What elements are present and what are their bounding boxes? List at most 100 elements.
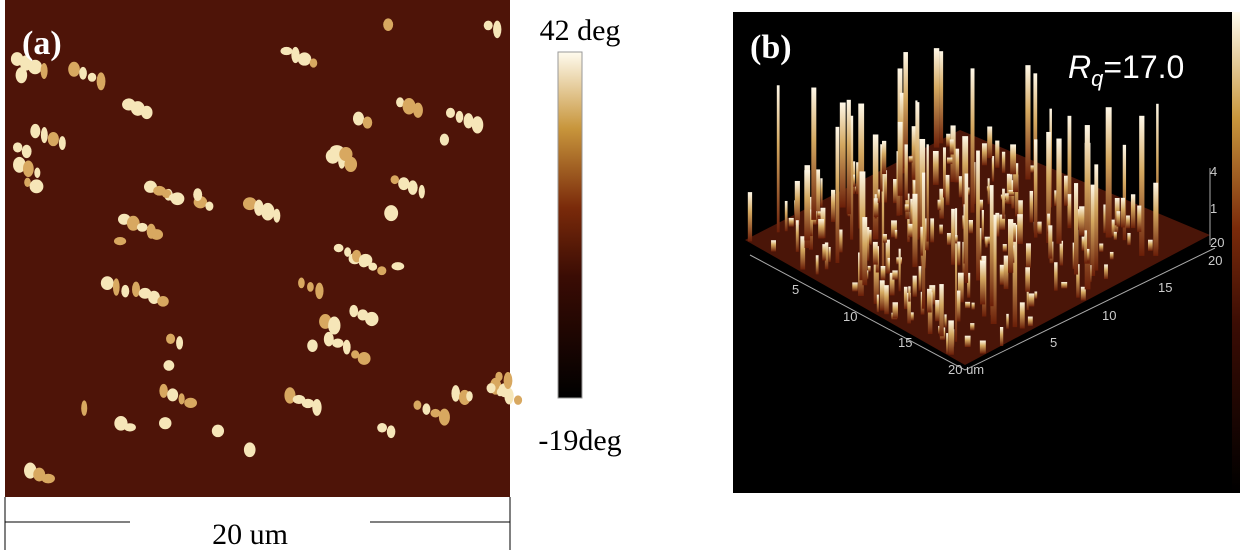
decoration — [824, 242, 829, 270]
decoration — [193, 188, 203, 201]
decoration — [1054, 190, 1057, 206]
y-tick-label: 20 — [1208, 253, 1222, 268]
decoration — [968, 219, 973, 234]
decoration — [892, 302, 898, 319]
decoration — [873, 251, 879, 304]
decoration — [1067, 194, 1072, 227]
decoration — [944, 314, 947, 328]
decoration — [495, 371, 503, 382]
decoration — [955, 235, 958, 244]
decoration — [1033, 73, 1038, 196]
decoration — [148, 290, 160, 304]
decoration — [981, 143, 987, 166]
roughness-symbol: R — [1068, 49, 1091, 85]
decoration — [157, 295, 169, 307]
decoration — [1109, 251, 1114, 260]
decoration — [357, 351, 371, 365]
decoration — [872, 241, 878, 265]
decoration — [862, 217, 868, 286]
decoration — [1090, 184, 1096, 277]
decoration — [273, 208, 281, 223]
decoration — [817, 211, 821, 217]
decoration — [167, 388, 179, 402]
decoration — [908, 156, 913, 163]
decoration — [1006, 313, 1009, 329]
x-tick-label: 10 — [843, 309, 857, 324]
decoration — [912, 193, 918, 268]
colorbar — [1232, 12, 1240, 493]
z-tick-label: 20 — [1210, 235, 1224, 250]
decoration — [309, 58, 318, 68]
decoration — [1148, 239, 1153, 251]
decoration — [466, 391, 473, 402]
decoration — [1137, 205, 1142, 232]
decoration — [1017, 214, 1023, 244]
decoration — [1025, 243, 1031, 268]
decoration — [990, 214, 997, 324]
decoration — [402, 98, 416, 115]
decoration — [332, 338, 344, 348]
decoration — [937, 199, 941, 211]
decoration — [176, 336, 184, 350]
decoration — [1059, 240, 1064, 266]
decoration — [956, 290, 961, 322]
decoration — [68, 61, 80, 77]
decoration — [150, 229, 164, 240]
x-tick-label: 5 — [792, 282, 799, 297]
decoration — [939, 51, 944, 144]
decoration — [1153, 182, 1159, 256]
decoration — [141, 105, 153, 120]
decoration — [811, 87, 817, 220]
panel-label: (a) — [22, 25, 62, 62]
decoration — [1006, 173, 1013, 205]
decoration — [136, 222, 148, 232]
decoration — [927, 292, 933, 335]
decoration — [967, 272, 971, 298]
decoration — [884, 285, 889, 315]
decoration — [1029, 165, 1034, 173]
decoration — [1084, 230, 1087, 264]
decoration — [776, 85, 780, 233]
decoration — [1027, 316, 1033, 327]
decoration — [297, 52, 312, 66]
decoration — [1056, 138, 1062, 244]
decoration — [912, 275, 917, 297]
decoration — [40, 63, 48, 79]
decoration — [390, 175, 399, 185]
decoration — [87, 72, 97, 82]
decoration — [1127, 232, 1131, 246]
decoration — [887, 257, 890, 273]
decoration — [301, 398, 315, 409]
decoration — [976, 150, 980, 281]
decoration — [483, 20, 493, 31]
decoration — [891, 220, 897, 238]
decoration — [514, 395, 523, 405]
decoration — [168, 193, 183, 202]
decoration — [178, 393, 185, 405]
decoration — [391, 262, 405, 271]
decoration — [362, 116, 373, 129]
decoration — [939, 188, 944, 219]
decoration — [920, 226, 923, 256]
decoration — [323, 331, 334, 347]
decoration — [1034, 139, 1038, 238]
decoration — [1094, 164, 1099, 271]
roughness: Rq=17.0 — [1068, 49, 1184, 91]
decoration — [904, 204, 909, 212]
peaks — [747, 48, 1159, 355]
decoration — [852, 282, 858, 292]
decoration — [1061, 281, 1068, 289]
decoration — [876, 294, 879, 313]
decoration — [788, 217, 794, 227]
decoration — [47, 131, 59, 147]
decoration — [126, 215, 140, 231]
decoration — [166, 333, 176, 345]
decoration — [795, 220, 799, 252]
decoration — [893, 179, 897, 204]
decoration — [242, 197, 257, 211]
decoration — [184, 397, 198, 408]
decoration — [1103, 204, 1106, 234]
decoration — [970, 323, 975, 331]
decoration — [1086, 248, 1090, 262]
decoration — [1034, 291, 1038, 299]
